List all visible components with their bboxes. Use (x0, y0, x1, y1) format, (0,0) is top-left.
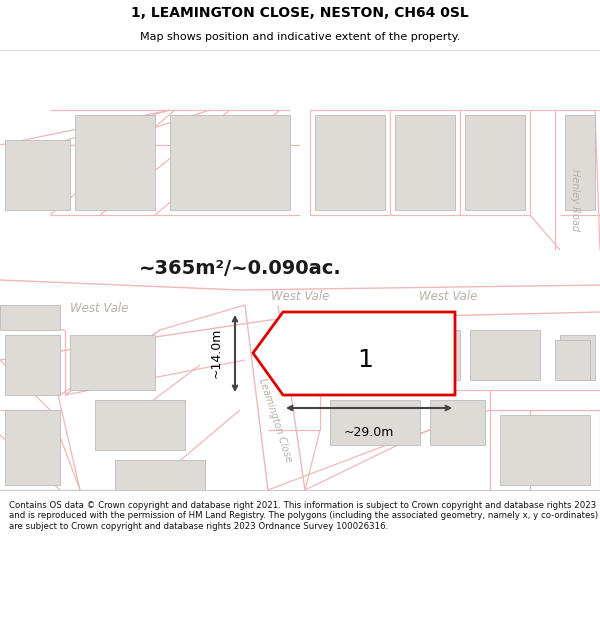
Polygon shape (330, 400, 420, 445)
Polygon shape (5, 410, 60, 485)
Text: West Vale: West Vale (271, 291, 329, 304)
Text: Map shows position and indicative extent of the property.: Map shows position and indicative extent… (140, 32, 460, 43)
Polygon shape (315, 115, 385, 210)
Polygon shape (295, 325, 375, 375)
Polygon shape (95, 400, 185, 450)
Text: Leamington Close: Leamington Close (257, 377, 293, 463)
Text: 1, LEAMINGTON CLOSE, NESTON, CH64 0SL: 1, LEAMINGTON CLOSE, NESTON, CH64 0SL (131, 6, 469, 19)
Polygon shape (395, 115, 455, 210)
Polygon shape (430, 400, 485, 445)
Polygon shape (565, 115, 595, 210)
Polygon shape (170, 115, 290, 210)
Polygon shape (253, 312, 455, 395)
Polygon shape (465, 115, 525, 210)
Text: ~14.0m: ~14.0m (210, 328, 223, 378)
Polygon shape (5, 335, 60, 395)
Text: Contains OS data © Crown copyright and database right 2021. This information is : Contains OS data © Crown copyright and d… (9, 501, 598, 531)
Text: West Vale: West Vale (70, 301, 128, 314)
Polygon shape (75, 115, 155, 210)
Text: ~29.0m: ~29.0m (344, 426, 394, 439)
Polygon shape (5, 140, 70, 210)
Polygon shape (115, 460, 205, 490)
Polygon shape (560, 335, 595, 380)
Polygon shape (470, 330, 540, 380)
Text: West Vale: West Vale (419, 291, 477, 304)
Polygon shape (0, 305, 60, 330)
Polygon shape (555, 340, 590, 380)
Text: ~365m²/~0.090ac.: ~365m²/~0.090ac. (139, 259, 341, 278)
Polygon shape (70, 335, 155, 390)
Polygon shape (400, 330, 460, 380)
Text: Henley Road: Henley Road (570, 169, 580, 231)
Text: 1: 1 (357, 348, 373, 372)
Polygon shape (500, 415, 590, 485)
